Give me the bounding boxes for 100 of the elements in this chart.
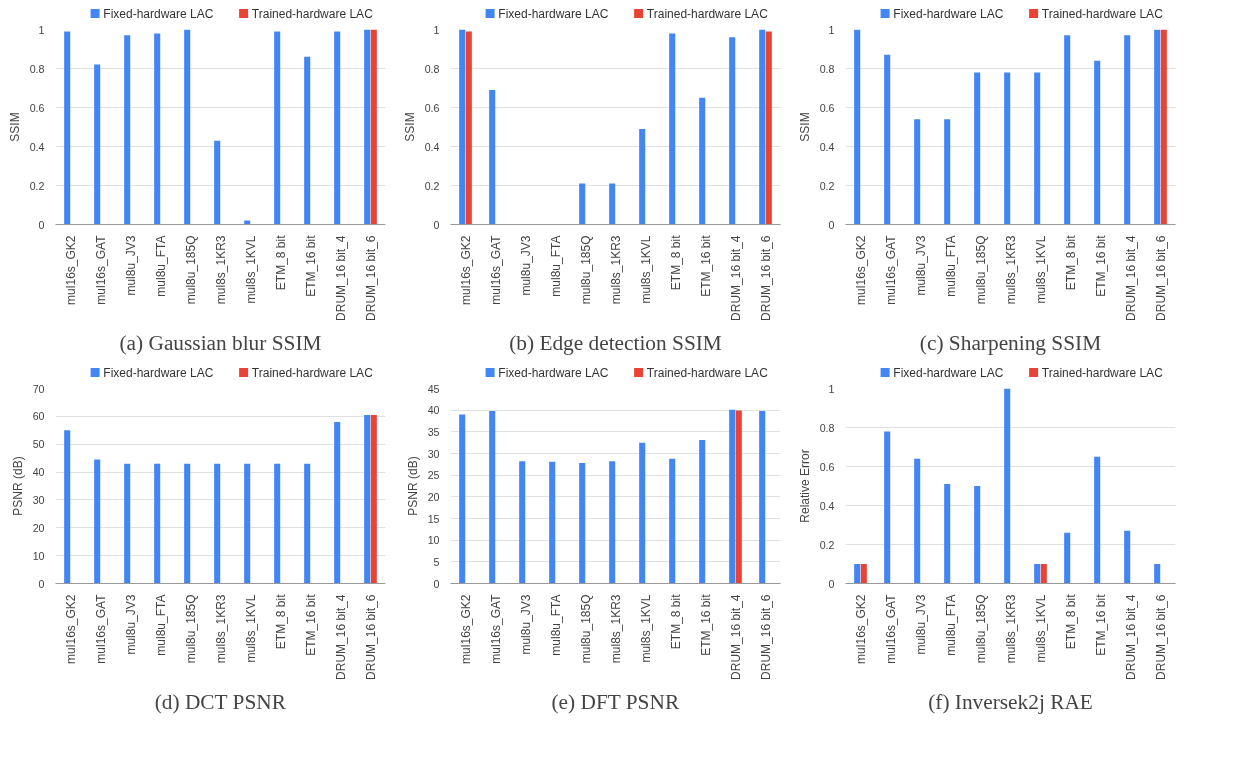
x-tick-label: mul8s_1KR3 xyxy=(213,235,228,305)
x-tick-label: ETM_8 bit xyxy=(273,593,288,650)
y-tick-label: 1 xyxy=(828,23,835,36)
bar xyxy=(124,463,131,584)
bar xyxy=(64,31,71,225)
bar xyxy=(669,33,676,225)
y-axis-title: PSNR (dB) xyxy=(10,456,25,516)
x-tick-label: mul8s_1KR3 xyxy=(1003,594,1018,664)
y-tick-label: 0.2 xyxy=(29,179,45,192)
y-tick-label: 0.8 xyxy=(424,62,440,75)
bar xyxy=(735,410,742,584)
bar xyxy=(370,414,377,584)
bar xyxy=(64,430,71,584)
legend-label: Trained-hardware LAC xyxy=(251,6,374,21)
y-tick-label: 30 xyxy=(427,447,440,460)
y-tick-label: 0.6 xyxy=(819,460,835,473)
bar xyxy=(154,463,161,584)
x-tick-label: mul8s_1KR3 xyxy=(213,594,228,664)
x-tick-label: ETM_16 bit xyxy=(698,234,713,297)
bar xyxy=(489,89,496,225)
y-axis-title: PSNR (dB) xyxy=(405,456,420,516)
legend-label: Trained-hardware LAC xyxy=(251,365,374,380)
x-tick-label: mul8s_1KVL xyxy=(243,235,258,304)
y-tick-label: 0.4 xyxy=(424,140,440,153)
bar xyxy=(1064,35,1071,225)
x-tick-label: mul16s_GK2 xyxy=(63,235,78,305)
y-tick-label: 40 xyxy=(427,404,440,417)
bar xyxy=(884,431,891,584)
y-tick-label: 15 xyxy=(427,512,440,525)
y-tick-label: 0.8 xyxy=(819,421,835,434)
x-tick-label: mul8u_185Q xyxy=(578,235,593,305)
bar xyxy=(489,411,496,584)
bar xyxy=(699,440,706,584)
bar xyxy=(639,128,646,225)
x-tick-label: ETM_8 bit xyxy=(668,234,683,291)
y-tick-label: 0.8 xyxy=(819,62,835,75)
y-tick-label: 60 xyxy=(32,410,45,423)
x-tick-label: mul8s_1KVL xyxy=(1033,594,1048,663)
y-tick-label: 35 xyxy=(427,425,440,438)
y-tick-label: 0.4 xyxy=(819,140,835,153)
x-tick-label: mul16s_GK2 xyxy=(853,594,868,664)
y-tick-label: 0.6 xyxy=(819,101,835,114)
bar xyxy=(1004,72,1011,225)
bar xyxy=(1124,530,1131,584)
legend-label: Fixed-hardware LAC xyxy=(893,6,1004,21)
x-tick-label: mul8s_1KVL xyxy=(638,594,653,663)
x-tick-label: ETM_16 bit xyxy=(303,593,318,656)
legend-label: Trained-hardware LAC xyxy=(646,365,769,380)
x-tick-label: ETM_16 bit xyxy=(303,234,318,297)
x-tick-label: ETM_8 bit xyxy=(668,593,683,650)
legend-label: Fixed-hardware LAC xyxy=(103,365,214,380)
x-tick-label: mul16s_GAT xyxy=(93,234,108,305)
legend-label: Trained-hardware LAC xyxy=(1041,365,1164,380)
bar xyxy=(914,119,921,225)
y-tick-label: 30 xyxy=(32,493,45,506)
legend-label: Trained-hardware LAC xyxy=(646,6,769,21)
y-axis-title: SSIM xyxy=(7,112,22,142)
x-tick-label: mul8s_1KR3 xyxy=(1003,235,1018,305)
bar xyxy=(214,463,221,584)
x-tick-label: DRUM_16 bit_6 xyxy=(1153,594,1168,680)
y-tick-label: 0 xyxy=(433,218,440,231)
x-tick-label: mul8u_FTA xyxy=(943,235,958,297)
y-tick-label: 10 xyxy=(427,534,440,547)
bar xyxy=(549,461,556,584)
y-tick-label: 0 xyxy=(433,577,440,590)
y-axis-title: SSIM xyxy=(402,112,417,142)
text: (b) Edge detection SSIM xyxy=(509,330,722,355)
bar xyxy=(154,33,161,225)
y-tick-label: 50 xyxy=(32,438,45,451)
y-tick-label: 1 xyxy=(38,23,45,36)
bar xyxy=(274,463,281,584)
y-tick-label: 0.2 xyxy=(819,538,835,551)
bar xyxy=(334,31,341,225)
y-tick-label: 25 xyxy=(427,469,440,482)
bar xyxy=(974,72,981,225)
x-tick-label: DRUM_16 bit_4 xyxy=(728,594,743,680)
bar xyxy=(1160,29,1167,225)
x-tick-label: ETM_8 bit xyxy=(1063,593,1078,650)
x-tick-label: DRUM_16 bit_6 xyxy=(363,594,378,680)
x-tick-label: mul8u_JV3 xyxy=(518,594,533,655)
text: (c) Sharpening SSIM xyxy=(919,330,1102,355)
bar xyxy=(334,421,341,584)
bar xyxy=(759,411,766,584)
bar xyxy=(274,31,281,225)
bar xyxy=(519,461,526,584)
y-tick-label: 1 xyxy=(433,23,440,36)
x-tick-label: ETM_16 bit xyxy=(1093,593,1108,656)
bar xyxy=(184,463,191,584)
x-tick-label: mul8s_1KR3 xyxy=(608,594,623,664)
x-tick-label: mul16s_GK2 xyxy=(63,594,78,664)
bar xyxy=(1154,564,1161,584)
x-tick-label: mul8u_JV3 xyxy=(123,594,138,655)
y-tick-label: 0.6 xyxy=(424,101,440,114)
bar xyxy=(1154,29,1161,225)
y-tick-label: 70 xyxy=(32,382,45,395)
bar xyxy=(1034,564,1041,584)
x-tick-label: ETM_8 bit xyxy=(273,234,288,291)
bar xyxy=(465,31,472,225)
bar xyxy=(1040,564,1047,584)
bar xyxy=(1094,60,1101,225)
